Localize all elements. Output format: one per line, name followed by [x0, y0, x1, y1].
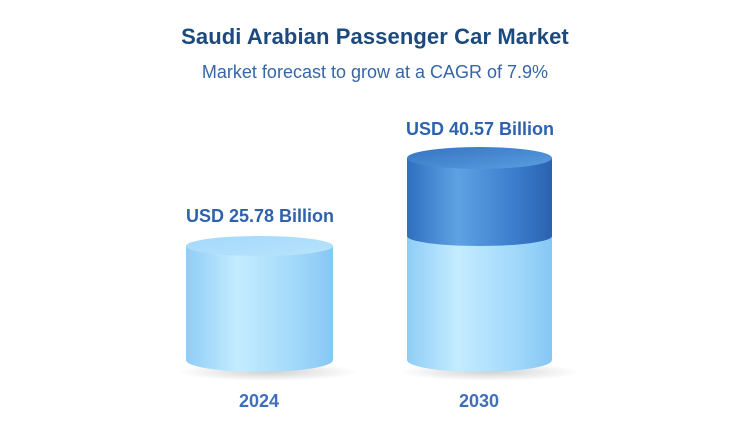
base-segment: [407, 236, 552, 372]
bar-2024: [178, 236, 358, 381]
year-label-2030: 2030: [458, 391, 500, 411]
value-label-2030: USD 40.57 Billion: [405, 119, 555, 139]
chart-title: Saudi Arabian Passenger Car Market: [181, 24, 569, 49]
chart-subtitle: Market forecast to grow at a CAGR of 7.9…: [201, 62, 549, 82]
value-label-2024: USD 25.78 Billion: [185, 206, 335, 226]
bar-2030: [400, 147, 580, 381]
growth-segment: [407, 158, 552, 246]
year-label-2024: 2024: [238, 391, 280, 411]
